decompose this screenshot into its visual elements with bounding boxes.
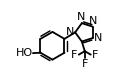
Text: N: N (94, 33, 102, 43)
Text: N: N (66, 27, 75, 37)
Text: N: N (89, 16, 97, 26)
Text: F: F (92, 50, 98, 60)
Text: N: N (77, 12, 86, 22)
Text: F: F (82, 59, 88, 69)
Text: F: F (71, 50, 78, 60)
Text: HO: HO (16, 48, 33, 58)
